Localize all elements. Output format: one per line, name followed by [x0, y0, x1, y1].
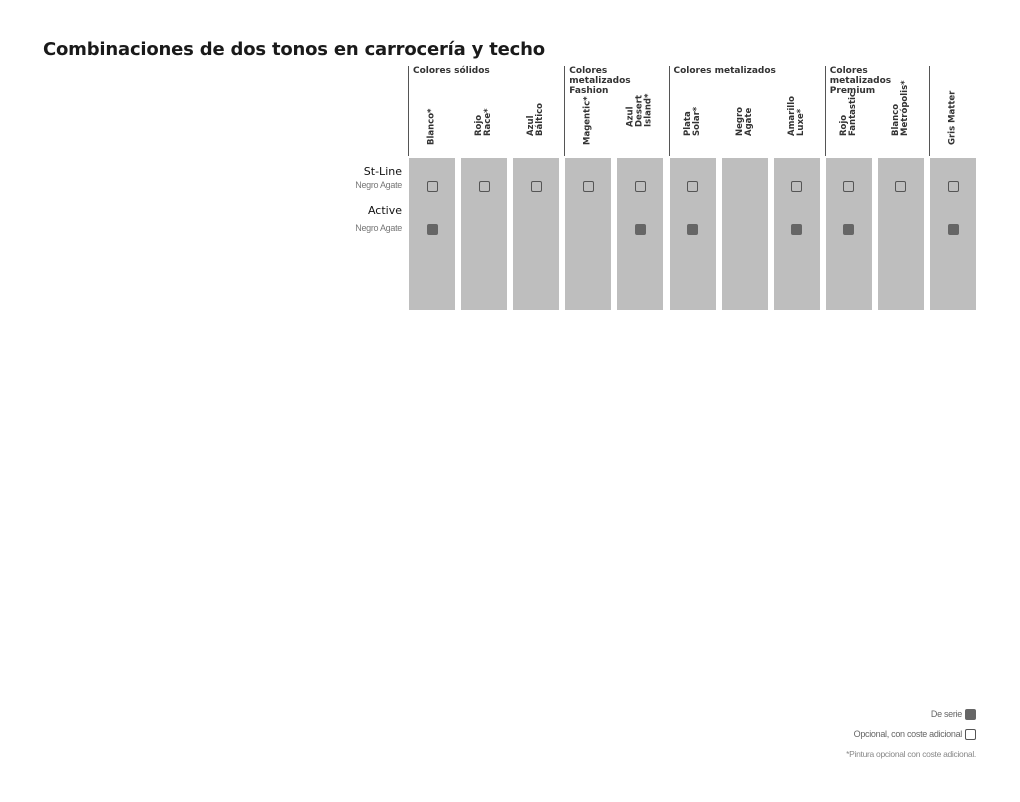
color-column-header: Blanco*	[409, 96, 455, 156]
optional-marker-icon	[791, 180, 803, 192]
color-column-header: Azul Desert Island*	[617, 93, 663, 156]
color-group-header: Colores sólidos	[408, 66, 564, 156]
optional-marker-icon	[843, 180, 855, 192]
color-name: Plata Solar*	[682, 106, 702, 136]
standard-marker-icon	[843, 223, 855, 235]
standard-marker-icon	[426, 223, 438, 235]
legend-footnote: *Pintura opcional con coste adicional.	[846, 749, 976, 759]
color-group-header: Colores metalizados	[668, 66, 825, 156]
color-column-header: Rojo Fantastic	[826, 92, 872, 156]
color-column-header: Gris Matter	[930, 91, 976, 156]
optional-marker-icon	[478, 180, 490, 192]
color-column	[513, 158, 560, 310]
optional-marker-icon	[582, 180, 594, 192]
color-column-header: Amarillo Luxe*	[774, 96, 820, 156]
color-name: Rojo Race*	[474, 108, 494, 136]
color-name: Azul Desert Island*	[625, 93, 654, 127]
legend-optional: Opcional, con coste adicional	[853, 729, 976, 741]
color-name: Blanco Metrópolis*	[890, 80, 910, 136]
standard-marker-icon	[634, 223, 646, 235]
standard-marker-icon	[687, 223, 698, 235]
standard-marker-icon	[965, 709, 976, 721]
color-column-header: Rojo Race*	[461, 96, 507, 156]
optional-marker-icon	[687, 180, 698, 192]
optional-marker-icon	[634, 180, 646, 192]
color-column-header: Magentic*	[565, 96, 611, 156]
legend-optional-label: Opcional, con coste adicional	[853, 729, 963, 739]
color-name: Blanco*	[426, 108, 437, 145]
optional-marker-icon	[426, 180, 438, 192]
optional-marker-icon	[965, 729, 976, 741]
optional-marker-icon	[530, 180, 542, 192]
color-column-header: Plata Solar*	[670, 96, 716, 156]
color-name: Azul Báltico	[526, 103, 546, 136]
color-column-header: Negro Agate	[722, 96, 768, 156]
color-name: Rojo Fantastic	[838, 92, 858, 136]
optional-marker-icon	[947, 180, 959, 192]
color-name: Magentic*	[582, 96, 593, 145]
color-group-header: Colores metalizados Premium	[824, 66, 929, 156]
legend-standard: De serie	[930, 709, 976, 721]
color-column	[461, 158, 508, 310]
color-column-header: Azul Báltico	[513, 96, 559, 156]
roof-color-label: Negro Agate	[355, 180, 402, 190]
standard-marker-icon	[791, 223, 803, 235]
optional-marker-icon	[895, 180, 907, 192]
standard-marker-icon	[947, 223, 959, 235]
roof-color-label: Negro Agate	[355, 223, 402, 233]
legend-standard-label: De serie	[930, 709, 962, 719]
color-column	[565, 158, 612, 310]
color-name: Gris Matter	[947, 90, 958, 145]
color-name: Negro Agate	[734, 107, 754, 136]
page-title: Combinaciones de dos tonos en carrocería…	[43, 39, 545, 60]
color-group-divider	[929, 66, 934, 156]
trim-label: St-Line	[363, 165, 402, 178]
color-group-header: Colores metalizados Fashion	[564, 66, 668, 156]
color-column-header: Blanco Metrópolis*	[878, 80, 924, 156]
color-name: Amarillo Luxe*	[786, 96, 806, 136]
trim-label: Active	[367, 204, 402, 217]
color-column	[877, 158, 924, 310]
color-column	[721, 158, 768, 310]
